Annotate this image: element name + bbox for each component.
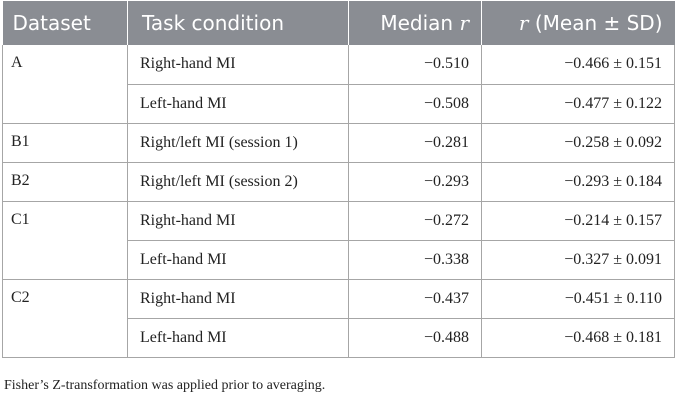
- table-header: Dataset Task condition Median r r (Mean …: [2, 1, 675, 45]
- cell-median-r: −0.488: [348, 317, 482, 358]
- cell-task-condition: Right-hand MI: [127, 200, 349, 241]
- cell-mean-sd: −0.451 ± 0.110: [481, 278, 675, 319]
- table-footnote: Fisher’s Z-transformation was applied pr…: [4, 378, 326, 393]
- correlation-table-container: Dataset Task condition Median r r (Mean …: [2, 1, 675, 358]
- table-row: C2 Right-hand MI −0.437 −0.451 ± 0.110: [2, 278, 675, 358]
- table-row: C1 Right-hand MI −0.272 −0.214 ± 0.157: [2, 200, 675, 280]
- cell-task-condition: Left-hand MI: [127, 317, 349, 358]
- cell-mean-sd: −0.258 ± 0.092: [481, 122, 675, 163]
- cell-task-condition: Right-hand MI: [127, 278, 349, 319]
- table-row: A Right-hand MI −0.510 −0.466 ± 0.151: [2, 45, 675, 124]
- table-row: Left-hand MI −0.338 −0.327 ± 0.091: [3, 239, 675, 280]
- cell-dataset: C1: [2, 200, 128, 280]
- cell-median-r: −0.293: [348, 161, 482, 202]
- cell-task-condition: Right/left MI (session 2): [127, 161, 349, 202]
- cell-median-r: −0.272: [348, 200, 482, 241]
- cell-median-r: −0.510: [348, 45, 482, 85]
- cell-mean-sd: −0.214 ± 0.157: [481, 200, 675, 241]
- header-task-condition: Task condition: [127, 1, 349, 45]
- cell-median-r: −0.508: [348, 83, 482, 124]
- cell-task-condition: Right-hand MI: [127, 45, 349, 85]
- table-row: B2 Right/left MI (session 2) −0.293 −0.293 …: [2, 161, 675, 202]
- header-mean-var: r: [518, 11, 529, 35]
- cell-mean-sd: −0.477 ± 0.122: [481, 83, 675, 124]
- table-body: A Right-hand MI −0.510 −0.466 ± 0.151 Left-h…: [2, 45, 675, 358]
- cell-median-r: −0.338: [348, 239, 482, 280]
- header-median-var: r: [459, 11, 469, 35]
- cell-dataset: B1: [2, 122, 128, 163]
- header-row: Dataset Task condition Median r r (Mean …: [2, 1, 675, 45]
- cell-dataset: C2: [2, 278, 128, 358]
- cell-median-r: −0.281: [348, 122, 482, 163]
- header-median-prefix: Median: [380, 11, 460, 35]
- cell-task-condition: Left-hand MI: [127, 83, 349, 124]
- cell-dataset: B2: [2, 161, 128, 202]
- cell-task-condition: Right/left MI (session 1): [127, 122, 349, 163]
- header-dataset: Dataset: [2, 1, 128, 45]
- table-row: B1 Right/left MI (session 1) −0.281 −0.258 …: [2, 122, 675, 163]
- cell-mean-sd: −0.293 ± 0.184: [481, 161, 675, 202]
- cell-median-r: −0.437: [348, 278, 482, 319]
- cell-mean-sd: −0.327 ± 0.091: [481, 239, 675, 280]
- cell-mean-sd: −0.468 ± 0.181: [481, 317, 675, 358]
- cell-dataset: A: [2, 45, 128, 124]
- header-mean-sd: r (Mean ± SD): [481, 1, 675, 45]
- cell-task-condition: Left-hand MI: [127, 239, 349, 280]
- header-mean-suffix: (Mean ± SD): [528, 11, 663, 35]
- cell-mean-sd: −0.466 ± 0.151: [481, 45, 675, 85]
- table-row: Left-hand MI −0.508 −0.477 ± 0.122: [3, 83, 675, 124]
- correlation-table: Dataset Task condition Median r r (Mean …: [2, 1, 675, 358]
- header-median-r: Median r: [348, 1, 482, 45]
- table-row: Left-hand MI −0.488 −0.468 ± 0.181: [3, 317, 675, 358]
